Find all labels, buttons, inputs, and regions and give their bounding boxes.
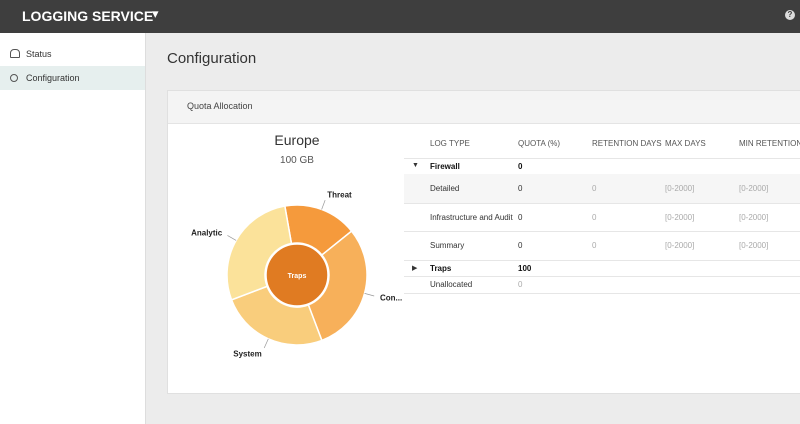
status-icon [10,49,20,58]
segment-label: System [233,349,261,358]
table-cell: 0 [518,280,523,289]
table-cell: Infrastructure and Audit [430,212,513,222]
table-cell: Firewall [430,161,460,171]
table-cell: [0-2000] [665,184,695,193]
column-header: MAX DAYS [665,139,706,148]
table-cell: 0 [518,212,523,222]
donut-center [265,243,329,307]
center-label: Traps [288,273,307,280]
table-cell: 0 [592,184,597,193]
table-row[interactable]: Unallocated 0 [404,276,800,294]
table-cell: 0 [592,241,597,250]
leader-line [321,199,326,210]
column-header: RETENTION DAYS [592,139,662,148]
table-cell: 0 [518,241,523,250]
donut-segment [226,205,293,301]
expand-toggle[interactable]: ▼ [412,161,419,169]
nav-item[interactable]: Status [0,42,145,66]
panel-title: Quota Allocation [187,101,253,111]
config-icon [10,74,18,82]
table-cell: [0-2000] [739,184,769,193]
table-row[interactable]: ▼ Firewall 0 [404,158,800,175]
page-title: Configuration [167,50,257,67]
app-title[interactable]: LOGGING SERVICE [22,8,154,24]
panel: Quota Allocation Europe 100 GB Threat Con… [167,90,800,394]
column-header: QUOTA (%) [518,139,561,148]
donut-segment [230,285,323,346]
donut-chart: Europe 100 GB Threat Con... System Analytic… [191,132,402,358]
segment-label: Threat [327,190,352,199]
table-cell: [0-2000] [665,241,695,250]
table-row[interactable]: Summary 0 0 [0-2000] [0-2000] [404,231,800,261]
segment-label: Con... [380,294,402,303]
table-cell: Detailed [430,184,460,193]
table-header: LOG TYPE QUOTA (%) RETENTION DAYS MAX DAYS M… [404,138,800,159]
table-row[interactable]: ▶ Traps 100 [404,260,800,277]
table-cell: 0 [518,184,523,193]
leader-line [263,338,269,349]
dropdown-caret[interactable]: ▾ [152,6,159,21]
help-icon[interactable]: ? [785,10,795,20]
table-row[interactable]: Infrastructure and Audit 0 0 [0-2000] [0-200… [404,203,800,232]
table-cell: [0-2000] [739,241,769,250]
nav-label: Status [26,49,52,59]
leader-line [364,293,375,297]
nav-item-active[interactable]: Configuration [0,66,145,90]
segment-label: Analytic [191,229,223,238]
chart-subtitle: 100 GB [280,155,314,166]
chart-title: Europe [274,132,319,148]
leader-line [227,235,237,241]
table-cell: 100 [518,263,532,273]
panel-header: Quota Allocation [168,91,800,124]
table-cell: 0 [592,212,597,222]
column-header: LOG TYPE [430,139,470,148]
nav-label: Configuration [26,73,80,83]
table-cell: Traps [430,263,452,273]
expand-toggle[interactable]: ▶ [412,264,418,272]
table-row-shaded[interactable]: Detailed 0 0 [0-2000] [0-2000] [404,174,800,204]
sidebar: Status Configuration [0,33,146,424]
table-cell: Summary [430,241,465,250]
table-cell: [0-2000] [739,212,769,222]
column-header: MIN RETENTION V [739,139,800,148]
donut-segment [307,230,368,342]
table-cell: 0 [518,161,523,171]
top-bar: LOGGING SERVICE ▾ ? [0,0,800,33]
table-cell: [0-2000] [665,212,695,222]
table-cell: Unallocated [430,280,473,289]
